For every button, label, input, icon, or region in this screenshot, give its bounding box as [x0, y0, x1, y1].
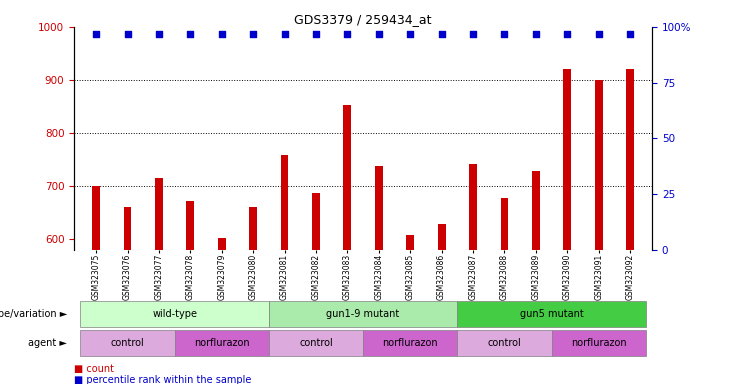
Bar — [457, 301, 646, 327]
Bar — [595, 80, 602, 250]
Point — [153, 30, 165, 36]
Point — [530, 30, 542, 36]
Text: agent ►: agent ► — [28, 338, 67, 348]
Bar — [532, 171, 539, 250]
Bar — [438, 224, 445, 250]
Text: ■ percentile rank within the sample: ■ percentile rank within the sample — [74, 375, 251, 384]
Point — [122, 30, 133, 36]
Bar — [249, 207, 257, 250]
Bar — [155, 178, 163, 250]
Point — [436, 30, 448, 36]
Bar — [563, 69, 571, 250]
Point — [90, 30, 102, 36]
Bar — [457, 330, 551, 356]
Bar — [469, 164, 477, 250]
Bar — [344, 105, 351, 250]
Text: wild-type: wild-type — [152, 309, 197, 319]
Point — [247, 30, 259, 36]
Point — [593, 30, 605, 36]
Text: control: control — [110, 338, 144, 348]
Bar — [281, 155, 288, 250]
Bar — [175, 330, 269, 356]
Text: gun1-9 mutant: gun1-9 mutant — [327, 309, 399, 319]
Text: norflurazon: norflurazon — [571, 338, 626, 348]
Bar — [626, 69, 634, 250]
Bar — [269, 330, 363, 356]
Bar — [218, 238, 226, 250]
Bar — [363, 330, 457, 356]
Text: genotype/variation ►: genotype/variation ► — [0, 309, 67, 319]
Bar — [80, 330, 175, 356]
Bar — [375, 166, 382, 250]
Point — [342, 30, 353, 36]
Point — [467, 30, 479, 36]
Text: control: control — [488, 338, 522, 348]
Point — [373, 30, 385, 36]
Point — [624, 30, 636, 36]
Point — [216, 30, 227, 36]
Point — [405, 30, 416, 36]
Text: norflurazon: norflurazon — [194, 338, 250, 348]
Bar — [500, 198, 508, 250]
Bar — [187, 201, 194, 250]
Text: gun5 mutant: gun5 mutant — [519, 309, 583, 319]
Text: control: control — [299, 338, 333, 348]
Point — [279, 30, 290, 36]
Title: GDS3379 / 259434_at: GDS3379 / 259434_at — [294, 13, 432, 26]
Bar — [312, 194, 320, 250]
Bar — [406, 235, 414, 250]
Bar — [80, 301, 269, 327]
Point — [499, 30, 511, 36]
Text: ■ count: ■ count — [74, 364, 114, 374]
Bar — [124, 207, 131, 250]
Bar — [551, 330, 646, 356]
Bar — [92, 186, 100, 250]
Text: norflurazon: norflurazon — [382, 338, 438, 348]
Point — [562, 30, 574, 36]
Point — [310, 30, 322, 36]
Point — [185, 30, 196, 36]
Bar — [269, 301, 457, 327]
